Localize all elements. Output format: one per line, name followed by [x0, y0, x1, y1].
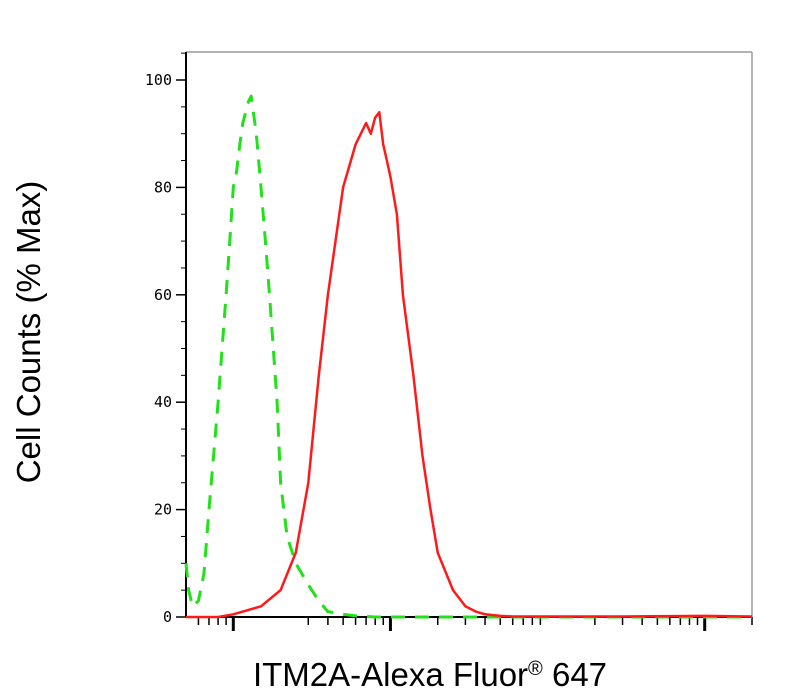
y-tick-label: 100 — [145, 71, 172, 89]
y-tick-label: 20 — [154, 501, 172, 519]
control-histogram-line — [184, 94, 752, 619]
x-axis-title-main: ITM2A-Alexa Fluor — [253, 656, 528, 693]
stained-histogram-line — [186, 110, 753, 619]
x-axis-title-registered-mark: ® — [528, 658, 543, 680]
y-axis-title: Cell Counts (% Max) — [10, 181, 47, 484]
y-tick-label: 40 — [154, 393, 172, 411]
y-tick-label: 60 — [154, 286, 172, 304]
x-axis-ticks — [197, 617, 753, 631]
x-axis-title-suffix: 647 — [543, 656, 607, 693]
y-tick-label: 80 — [154, 178, 172, 196]
x-axis-title: ITM2A-Alexa Fluor® 647 — [253, 656, 607, 693]
y-axis-ticks: 0 20 40 60 80 100 — [145, 52, 186, 626]
y-tick-label: 0 — [163, 608, 172, 626]
series-layer — [184, 94, 753, 619]
